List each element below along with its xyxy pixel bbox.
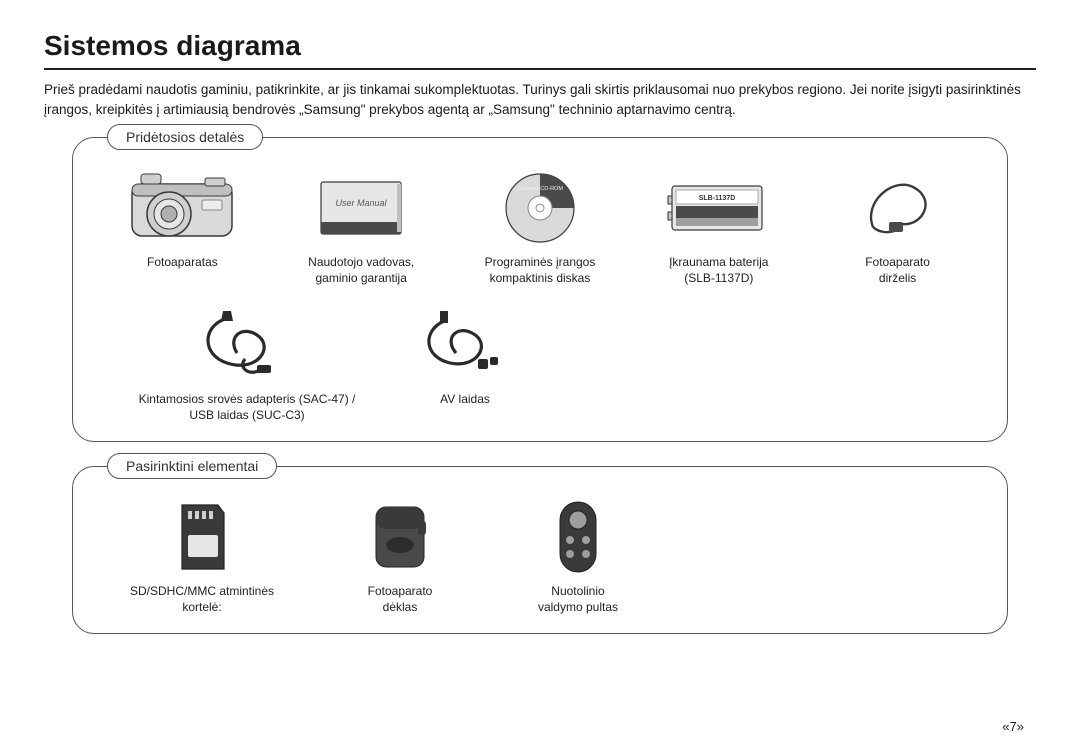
- page-title: Sistemos diagrama: [44, 30, 1036, 70]
- page-number: «7»: [1002, 719, 1024, 734]
- av-cable-icon: [420, 305, 510, 385]
- item-cd: Software CD-ROM Programinės įrangos komp…: [455, 168, 626, 286]
- cd-text: Software CD-ROM: [517, 186, 563, 192]
- item-strap: Fotoaparato dirželis: [812, 168, 983, 286]
- sd-card-icon: [170, 497, 234, 577]
- cd-icon: Software CD-ROM: [500, 168, 580, 248]
- case-icon: [364, 497, 436, 577]
- optional-panel-label: Pasirinktini elementai: [107, 453, 277, 479]
- case-caption: Fotoaparato dėklas: [368, 583, 433, 615]
- strap-icon: [853, 168, 943, 248]
- item-case: Fotoaparato dėklas: [315, 497, 485, 615]
- included-row-2: Kintamosios srovės adapteris (SAC-47) / …: [97, 305, 983, 423]
- manual-icon: User Manual: [311, 168, 411, 248]
- included-panel-label: Pridėtosios detalės: [107, 124, 263, 150]
- item-av-cable: AV laidas: [405, 305, 525, 423]
- optional-panel: Pasirinktini elementai SD/SDHC/MMC atmin…: [72, 466, 1008, 634]
- item-ac-cable: Kintamosios srovės adapteris (SAC-47) / …: [97, 305, 397, 423]
- remote-icon: [552, 497, 604, 577]
- remote-caption: Nuotolinio valdymo pultas: [538, 583, 618, 615]
- manual-text: User Manual: [336, 198, 388, 208]
- manual-caption: Naudotojo vadovas, gaminio garantija: [308, 254, 414, 286]
- battery-icon: SLB-1137D: [664, 168, 774, 248]
- ac-cable-icon: [197, 305, 297, 385]
- battery-text: SLB-1137D: [698, 195, 735, 202]
- intro-text: Prieš pradėdami naudotis gaminiu, patikr…: [44, 80, 1036, 119]
- item-manual: User Manual Naudotojo vadovas, gaminio g…: [276, 168, 447, 286]
- av-cable-caption: AV laidas: [440, 391, 490, 407]
- item-battery: SLB-1137D Įkraunama baterija (SLB-1137D): [633, 168, 804, 286]
- camera-icon: [127, 168, 237, 248]
- item-camera: Fotoaparatas: [97, 168, 268, 286]
- cd-caption: Programinės įrangos kompaktinis diskas: [485, 254, 596, 286]
- included-panel: Pridėtosios detalės Fotoaparatas: [72, 137, 1008, 442]
- sd-card-caption: SD/SDHC/MMC atmintinės kortelė:: [130, 583, 274, 615]
- camera-caption: Fotoaparatas: [147, 254, 218, 270]
- included-row-1: Fotoaparatas User Manual Naudotojo vadov…: [97, 168, 983, 286]
- optional-row: SD/SDHC/MMC atmintinės kortelė: Fotoapar…: [97, 497, 983, 615]
- ac-cable-caption: Kintamosios srovės adapteris (SAC-47) / …: [139, 391, 356, 423]
- strap-caption: Fotoaparato dirželis: [865, 254, 930, 286]
- item-sd-card: SD/SDHC/MMC atmintinės kortelė:: [97, 497, 307, 615]
- battery-caption: Įkraunama baterija (SLB-1137D): [669, 254, 768, 286]
- item-remote: Nuotolinio valdymo pultas: [493, 497, 663, 615]
